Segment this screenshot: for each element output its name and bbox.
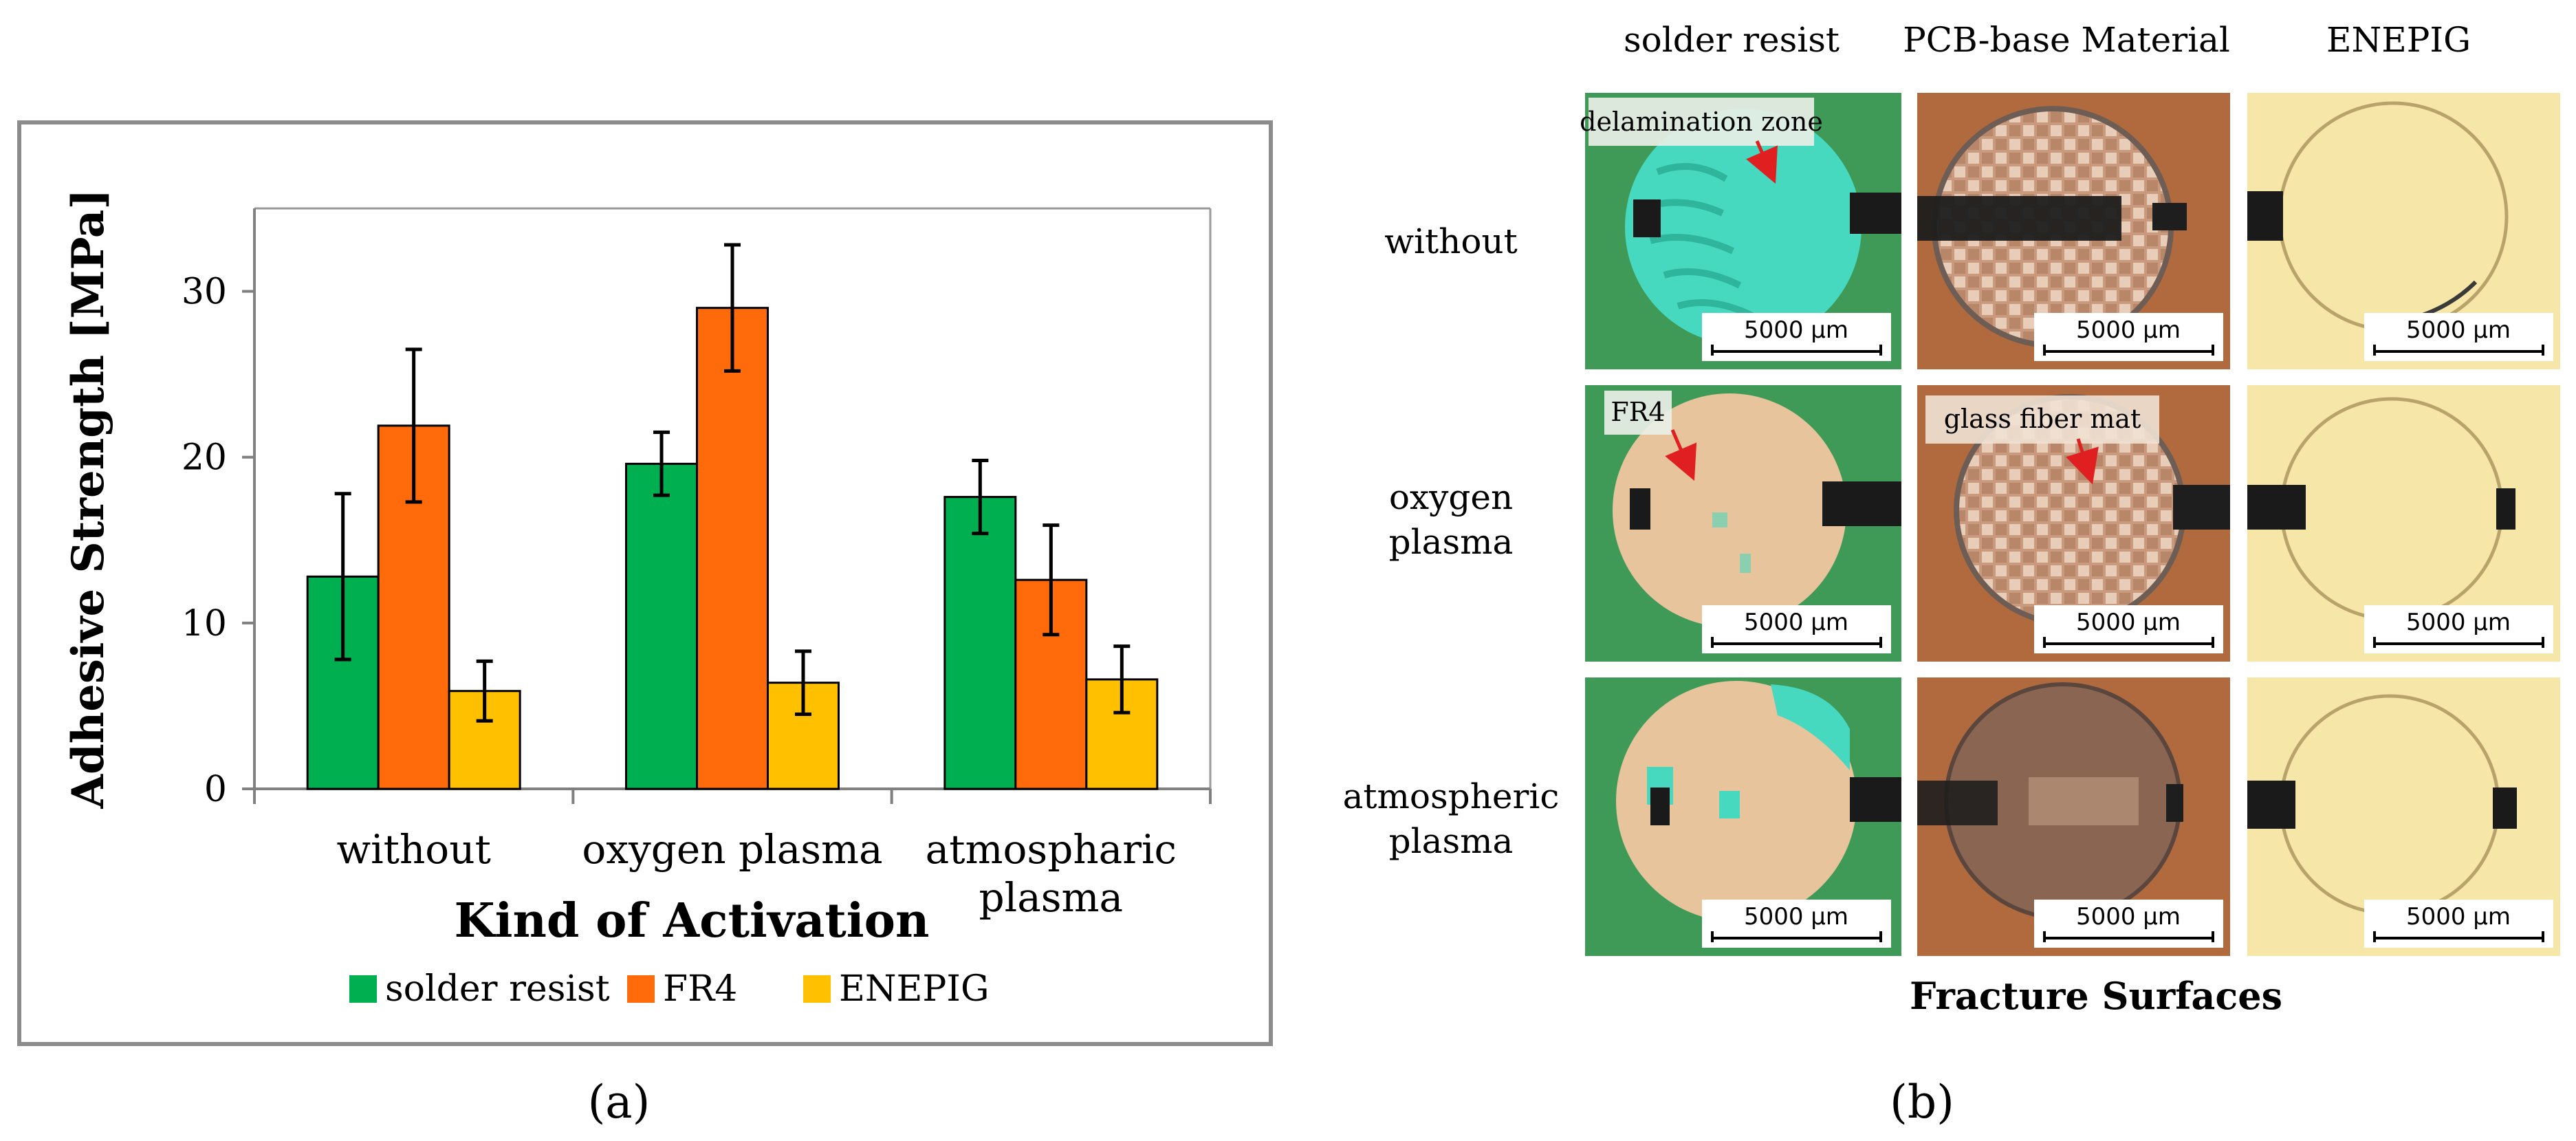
error-bars: [334, 243, 1131, 723]
category-label: without: [336, 826, 490, 873]
annotation-glass-fiber: glass fiber mat: [1944, 404, 2141, 434]
legend-entry: solder resist: [385, 968, 610, 1010]
scale-bar-label: 5000 µm: [2076, 609, 2181, 636]
scale-bar-label: 5000 µm: [2076, 903, 2181, 931]
category-label: plasma: [979, 874, 1124, 921]
legend-swatch: [349, 975, 377, 1003]
fracture-caption: Fracture Surfaces: [1910, 974, 2282, 1018]
scale-bar-box: [2364, 313, 2553, 361]
legend: solder resist FR4 ENEPIG: [349, 968, 990, 1010]
legend-entry: FR4: [663, 968, 737, 1010]
row-label-without: without: [1384, 221, 1517, 261]
photo-solder-resist-without: delamination zone: [1580, 93, 1901, 369]
photo-solder-resist-oxygen: FR4: [1585, 385, 1901, 662]
scale-bar-box: [2034, 605, 2223, 653]
x-axis-title: Kind of Activation: [455, 893, 930, 948]
row-label-oxygen-line2: plasma: [1389, 522, 1514, 562]
category-label: atmospharic: [926, 826, 1177, 873]
legend-swatch: [627, 975, 655, 1003]
scale-bar-label: 5000 µm: [1744, 609, 1848, 636]
y-axis-title: Adhesive Strength [MPa]: [63, 188, 114, 809]
legend-swatch: [803, 975, 831, 1003]
y-tick-label: 20: [182, 437, 227, 479]
scale-bar-box: [1702, 605, 1891, 653]
legend-entry: ENEPIG: [839, 968, 990, 1010]
bar: [696, 307, 769, 790]
bars: [306, 307, 1159, 790]
scale-bar-box: [2364, 605, 2553, 653]
category-label: oxygen plasma: [582, 826, 882, 873]
scale-bar-box: [2034, 313, 2223, 361]
scale-bar-label: 5000 µm: [2406, 903, 2511, 931]
fracture-panel: solder resist PCB-base Material ENEPIG w…: [1343, 20, 2560, 1018]
y-tick-label: 30: [182, 272, 227, 313]
bar: [943, 496, 1017, 790]
scale-bar-box: [2034, 900, 2223, 948]
scale-bar-label: 5000 µm: [1744, 903, 1848, 931]
scale-bar-label: 5000 µm: [2406, 609, 2511, 636]
row-label-oxygen-line1: oxygen: [1389, 477, 1513, 517]
scale-bar-box: [1702, 313, 1891, 361]
column-header-enepig: ENEPIG: [2326, 20, 2471, 60]
scale-bar-box: [1702, 900, 1891, 948]
y-ticks: 0 10 20 30: [182, 272, 254, 810]
row-label-atmospheric-line2: plasma: [1389, 821, 1514, 861]
scale-bar-label: 5000 µm: [1744, 316, 1848, 344]
y-tick-label: 10: [182, 603, 227, 644]
x-ticks: [253, 789, 1212, 804]
scale-bar-box: [2364, 900, 2553, 948]
scale-bar-label: 5000 µm: [2076, 316, 2181, 344]
bar-chart: 0 10 20 30 without oxygen plasma atmospharicp…: [63, 188, 1212, 1010]
column-header-pcb-base: PCB-base Material: [1903, 20, 2230, 60]
bar: [625, 462, 698, 790]
annotation-fr4: FR4: [1611, 397, 1665, 427]
row-label-atmospheric-line1: atmospheric: [1343, 776, 1560, 816]
panel-b-label: (b): [1890, 1076, 1954, 1129]
panel-a-label: (a): [588, 1076, 651, 1129]
scale-bars: 5000 µm 5000 µm 5000 µm 5000 µm 5000 µm 5000 …: [1702, 313, 2553, 948]
annotation-delamination: delamination zone: [1580, 107, 1823, 137]
column-header-solder-resist: solder resist: [1624, 20, 1840, 60]
y-tick-label: 0: [204, 769, 227, 810]
scale-bar-label: 5000 µm: [2406, 316, 2511, 344]
